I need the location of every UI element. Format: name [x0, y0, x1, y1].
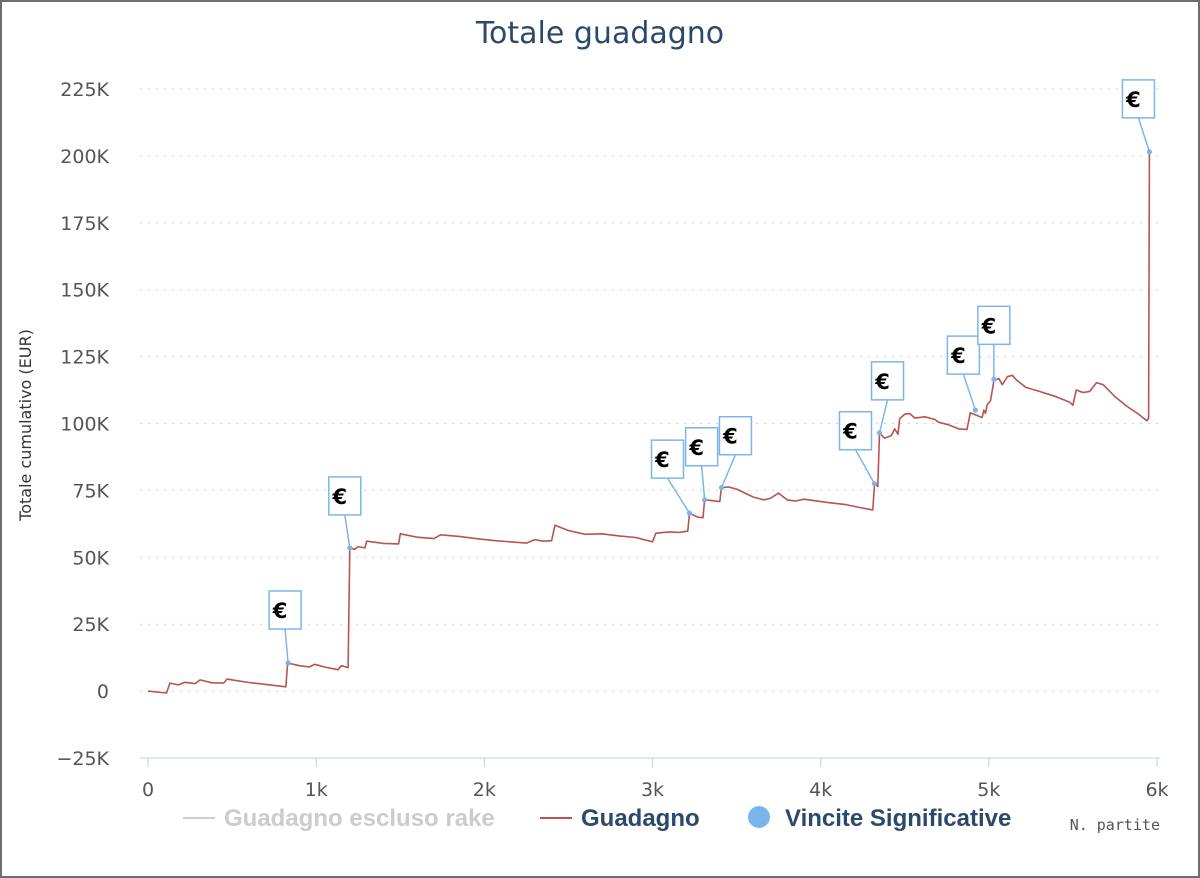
win-point: [1146, 149, 1153, 155]
significant-win-flag[interactable]: €: [870, 361, 905, 436]
flag-box: [328, 476, 362, 516]
y-tick-label: 50K: [72, 547, 109, 569]
win-point: [718, 485, 725, 491]
significant-win-flag[interactable]: €: [1121, 79, 1156, 155]
significant-win-flag[interactable]: €: [684, 427, 719, 503]
y-axis-label: Totale cumulativo (EUR): [16, 329, 35, 522]
win-point: [876, 430, 883, 436]
flag-box: [946, 335, 981, 375]
flag-euro-label: €: [1125, 88, 1141, 112]
y-tick-label: 175K: [60, 213, 109, 235]
flag-box: [977, 305, 1011, 346]
y-tick-label: 200K: [60, 146, 109, 168]
win-point: [991, 376, 997, 382]
legend-label-escluso: Guadagno escluso rake: [224, 805, 495, 832]
significant-win-flag[interactable]: €: [946, 335, 981, 413]
y-axis-ticks: −25K 0 25K 50K 75K 100K 125K 150K 175K 200K 225K: [56, 79, 109, 770]
legend-label-vincite: Vincite Significative: [785, 805, 1011, 832]
y-tick-label: 25K: [72, 614, 109, 636]
flag-box: [268, 590, 302, 630]
legend-marker-vincite: [748, 806, 770, 828]
win-point: [686, 510, 693, 516]
series-guadagno-line: [147, 151, 1151, 694]
x-tick-label: 4k: [809, 779, 832, 801]
win-point: [702, 497, 708, 503]
significant-win-flag[interactable]: €: [328, 476, 362, 551]
flag-box: [1121, 79, 1156, 119]
y-tick-label: 150K: [60, 280, 109, 302]
flag-euro-label: €: [950, 344, 966, 368]
flag-euro-label: €: [688, 436, 704, 460]
x-tick-label: 1k: [305, 779, 328, 801]
win-point: [285, 660, 291, 666]
significant-win-flag[interactable]: €: [977, 305, 1011, 382]
y-tick-label: 125K: [60, 347, 109, 369]
x-tick-label: 3k: [641, 779, 664, 801]
flag-box: [650, 439, 685, 479]
flag-connector: [854, 449, 876, 485]
flag-box: [838, 410, 873, 451]
flag-connector: [666, 477, 691, 514]
x-axis: 0 1k 2k 3k 4k 5k 6k: [140, 757, 1169, 801]
y-tick-label: 75K: [72, 480, 109, 502]
x-axis-label: N. partite: [1070, 816, 1160, 834]
x-tick-label: 2k: [473, 779, 496, 801]
chart-title: Totale guadagno: [475, 16, 724, 51]
y-tick-label: 100K: [60, 414, 109, 436]
y-tick-label: 0: [97, 681, 109, 703]
flag-connector: [878, 399, 889, 434]
flag-connector: [284, 628, 289, 664]
win-point: [871, 481, 878, 487]
significant-win-flag[interactable]: €: [268, 590, 302, 666]
y-tick-label: 225K: [60, 79, 109, 101]
series-lines: [147, 151, 1151, 694]
flag-connector: [1137, 117, 1151, 153]
flag-euro-label: €: [272, 599, 288, 623]
significant-win-flag[interactable]: €: [718, 415, 753, 491]
flag-connector: [962, 373, 977, 411]
significant-win-flag[interactable]: €: [838, 410, 878, 487]
legend-item-vincite[interactable]: Vincite Significative: [748, 805, 1011, 832]
flag-connector: [720, 454, 737, 489]
flag-box: [718, 415, 753, 456]
legend-item-escluso[interactable]: Guadagno escluso rake: [183, 805, 495, 832]
flag-euro-label: €: [874, 370, 890, 394]
flag-euro-label: €: [842, 420, 858, 444]
flag-euro-label: €: [654, 448, 670, 472]
flag-connector: [700, 465, 706, 500]
x-tick-label: 0: [142, 779, 154, 801]
significant-wins-flags[interactable]: € € € € € € € € € €: [268, 79, 1156, 666]
win-point: [972, 407, 978, 413]
flag-box: [684, 427, 719, 467]
flag-euro-label: €: [331, 485, 347, 509]
flag-connector: [344, 514, 351, 549]
significant-win-flag[interactable]: €: [650, 439, 693, 516]
grid-lines: [140, 88, 1160, 692]
flag-box: [870, 361, 905, 401]
flag-euro-label: €: [981, 314, 997, 338]
x-tick-label: 5k: [977, 779, 1000, 801]
legend: Guadagno escluso rake Guadagno Vincite S…: [183, 805, 1011, 832]
flag-euro-label: €: [722, 425, 738, 449]
legend-label-guadagno: Guadagno: [581, 805, 700, 832]
x-tick-label: 6k: [1145, 779, 1168, 801]
win-point: [347, 545, 353, 551]
legend-item-guadagno[interactable]: Guadagno: [540, 805, 700, 832]
y-tick-label: −25K: [56, 748, 109, 770]
